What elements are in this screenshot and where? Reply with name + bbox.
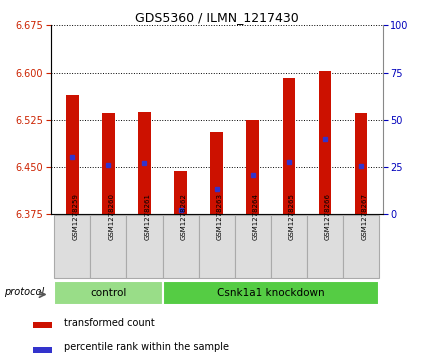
Text: GSM1278263: GSM1278263 bbox=[217, 193, 223, 240]
Bar bbox=[319, 71, 331, 214]
Bar bbox=[246, 120, 259, 214]
Text: GSM1278267: GSM1278267 bbox=[361, 193, 367, 240]
Bar bbox=[210, 132, 223, 214]
FancyBboxPatch shape bbox=[162, 281, 379, 305]
FancyBboxPatch shape bbox=[54, 281, 162, 305]
Bar bbox=[355, 114, 367, 214]
Text: GSM1278260: GSM1278260 bbox=[108, 193, 114, 240]
FancyBboxPatch shape bbox=[162, 216, 198, 278]
Bar bbox=[174, 171, 187, 214]
Text: GSM1278261: GSM1278261 bbox=[144, 193, 150, 240]
Text: GSM1278264: GSM1278264 bbox=[253, 193, 259, 240]
FancyBboxPatch shape bbox=[271, 216, 307, 278]
Text: GSM1278262: GSM1278262 bbox=[180, 193, 187, 240]
FancyBboxPatch shape bbox=[54, 216, 90, 278]
FancyBboxPatch shape bbox=[235, 216, 271, 278]
FancyBboxPatch shape bbox=[90, 216, 126, 278]
FancyBboxPatch shape bbox=[126, 216, 162, 278]
Bar bbox=[138, 111, 151, 214]
Text: protocol: protocol bbox=[4, 287, 44, 297]
Text: transformed count: transformed count bbox=[64, 318, 155, 328]
Bar bbox=[102, 114, 115, 214]
FancyBboxPatch shape bbox=[198, 216, 235, 278]
Bar bbox=[33, 322, 52, 328]
Text: control: control bbox=[90, 288, 127, 298]
Bar bbox=[33, 347, 52, 353]
Text: GSM1278266: GSM1278266 bbox=[325, 193, 331, 240]
Text: Csnk1a1 knockdown: Csnk1a1 knockdown bbox=[217, 288, 325, 298]
FancyBboxPatch shape bbox=[343, 216, 379, 278]
FancyBboxPatch shape bbox=[307, 216, 343, 278]
Title: GDS5360 / ILMN_1217430: GDS5360 / ILMN_1217430 bbox=[135, 11, 299, 24]
Bar bbox=[66, 95, 79, 214]
Text: GSM1278259: GSM1278259 bbox=[72, 193, 78, 240]
Bar bbox=[282, 78, 295, 214]
Text: GSM1278265: GSM1278265 bbox=[289, 193, 295, 240]
Text: percentile rank within the sample: percentile rank within the sample bbox=[64, 342, 229, 352]
